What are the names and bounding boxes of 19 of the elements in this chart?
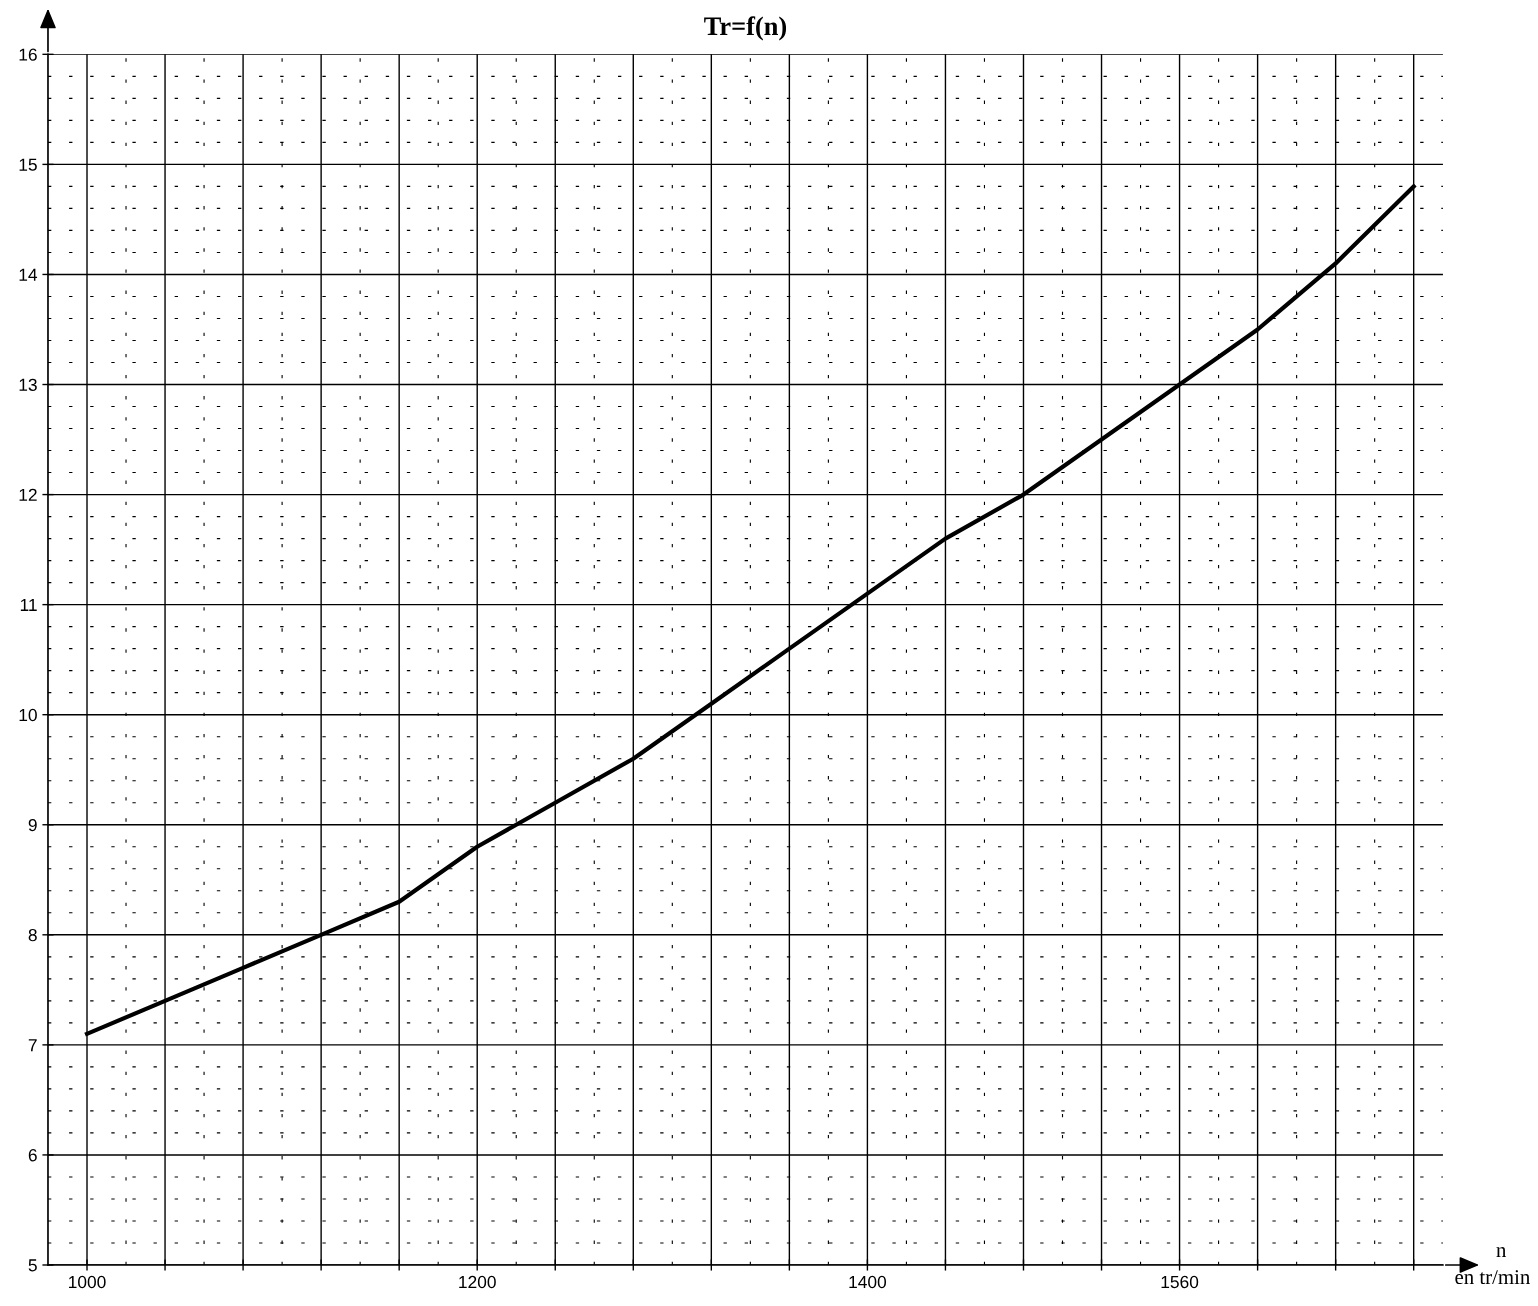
y-tick-label: 12 [19, 488, 37, 501]
chart-title: Tr=f(n) [704, 16, 787, 41]
y-tick-label: 13 [19, 378, 37, 391]
y-tick-label: 16 [19, 48, 37, 61]
x-axis-title: n [1496, 1247, 1507, 1257]
y-tick-label: 14 [19, 268, 38, 281]
y-tick-label: 5 [28, 1259, 37, 1272]
x-tick-label: 1560 [1161, 1275, 1199, 1289]
y-tick-label: 10 [19, 708, 37, 722]
y-tick-label: 9 [28, 818, 37, 832]
x-tick-label: 1400 [849, 1275, 887, 1289]
y-tick-label: 11 [20, 598, 37, 611]
y-tick-label: 6 [28, 1149, 37, 1162]
text: en tr/min [1455, 1270, 1530, 1285]
y-tick-label: 7 [28, 1039, 37, 1052]
y-tick-label: 8 [28, 928, 37, 942]
x-tick-label: 1000 [69, 1275, 106, 1289]
y-tick-label: 15 [19, 158, 37, 171]
x-tick-label: 1200 [459, 1275, 496, 1289]
